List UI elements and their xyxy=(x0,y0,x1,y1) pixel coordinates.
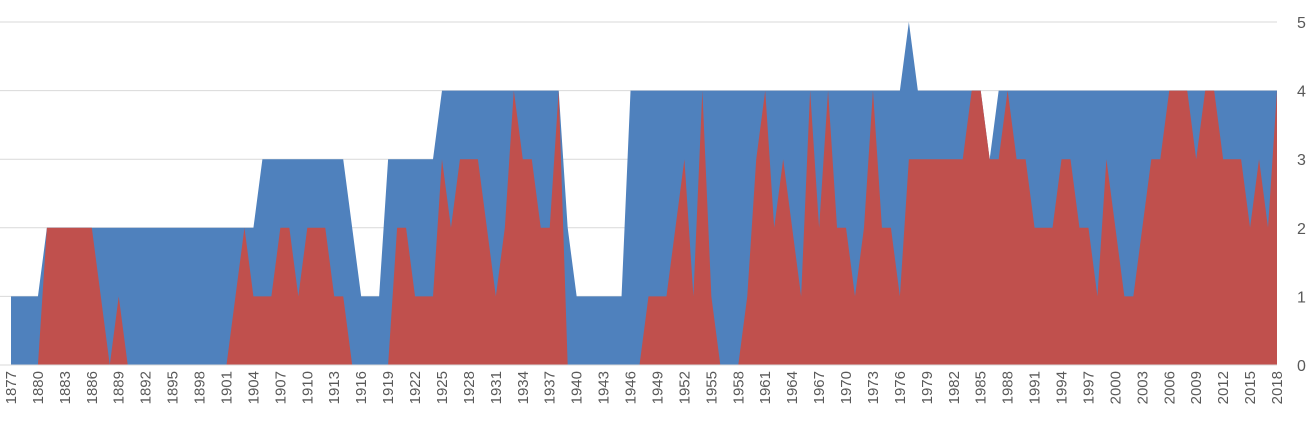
x-tick-label: 1919 xyxy=(380,371,397,404)
x-tick-label: 1946 xyxy=(623,371,640,404)
y-axis: 0 1 2 3 4 5 xyxy=(1297,15,1306,375)
y-tick-label: 0 xyxy=(1297,358,1306,375)
x-tick-label: 2000 xyxy=(1107,371,1124,404)
x-tick-label: 1883 xyxy=(57,371,74,404)
x-tick-label: 1988 xyxy=(1000,371,1017,404)
y-tick-label: 2 xyxy=(1297,221,1306,238)
plot-areas xyxy=(11,22,1277,365)
x-tick-label: 1877 xyxy=(3,371,20,404)
x-tick-label: 1958 xyxy=(730,371,747,404)
y-tick-label: 3 xyxy=(1297,152,1306,169)
x-tick-label: 1970 xyxy=(838,371,855,404)
x-tick-label: 1991 xyxy=(1027,371,1044,404)
x-tick-label: 1952 xyxy=(676,371,693,404)
x-axis: 1877 1880 1883 1886 1889 1892 1895 1898 1901 1904… xyxy=(0,364,1286,404)
x-tick-label: 2018 xyxy=(1269,371,1286,404)
x-tick-label: 1931 xyxy=(488,371,505,404)
x-tick-label: 1907 xyxy=(272,371,289,404)
x-tick-label: 1925 xyxy=(434,371,451,404)
x-tick-label: 2009 xyxy=(1188,371,1205,404)
x-tick-label: 1910 xyxy=(299,371,316,404)
x-tick-label: 1973 xyxy=(865,371,882,404)
x-tick-label: 1985 xyxy=(973,371,990,404)
x-tick-label: 1994 xyxy=(1054,371,1071,404)
x-tick-label: 1997 xyxy=(1080,371,1097,404)
x-tick-label: 1892 xyxy=(138,371,155,404)
x-tick-label: 1964 xyxy=(784,371,801,404)
x-tick-label: 1880 xyxy=(30,371,47,404)
x-tick-label: 1961 xyxy=(757,371,774,404)
x-tick-label: 1901 xyxy=(218,371,235,404)
x-tick-label: 1913 xyxy=(326,371,343,404)
x-tick-label: 1895 xyxy=(165,371,182,404)
y-tick-label: 4 xyxy=(1297,84,1306,101)
x-tick-label: 1922 xyxy=(407,371,424,404)
y-tick-label: 5 xyxy=(1297,15,1306,32)
x-tick-label: 1928 xyxy=(461,371,478,404)
x-tick-label: 1916 xyxy=(353,371,370,404)
x-tick-label: 1979 xyxy=(919,371,936,404)
x-tick-label: 1943 xyxy=(596,371,613,404)
x-tick-label: 1934 xyxy=(515,371,532,404)
x-tick-label: 1940 xyxy=(569,371,586,404)
series-area-2 xyxy=(11,90,1277,365)
x-tick-label: 1886 xyxy=(84,371,101,404)
x-tick-label: 1937 xyxy=(542,371,559,404)
x-tick-label: 1955 xyxy=(703,371,720,404)
x-tick-label: 2003 xyxy=(1134,371,1151,404)
x-tick-label: 1967 xyxy=(811,371,828,404)
x-tick-label: 1889 xyxy=(111,371,128,404)
x-tick-label: 1982 xyxy=(946,371,963,404)
x-tick-label: 2012 xyxy=(1215,371,1232,404)
x-tick-label: 2006 xyxy=(1161,371,1178,404)
x-tick-label: 1949 xyxy=(649,371,666,404)
x-tick-label: 1898 xyxy=(192,371,209,404)
x-tick-label: 1976 xyxy=(892,371,909,404)
x-tick-label: 2015 xyxy=(1242,371,1259,404)
y-tick-label: 1 xyxy=(1297,289,1306,306)
x-tick-label: 1904 xyxy=(245,371,262,404)
